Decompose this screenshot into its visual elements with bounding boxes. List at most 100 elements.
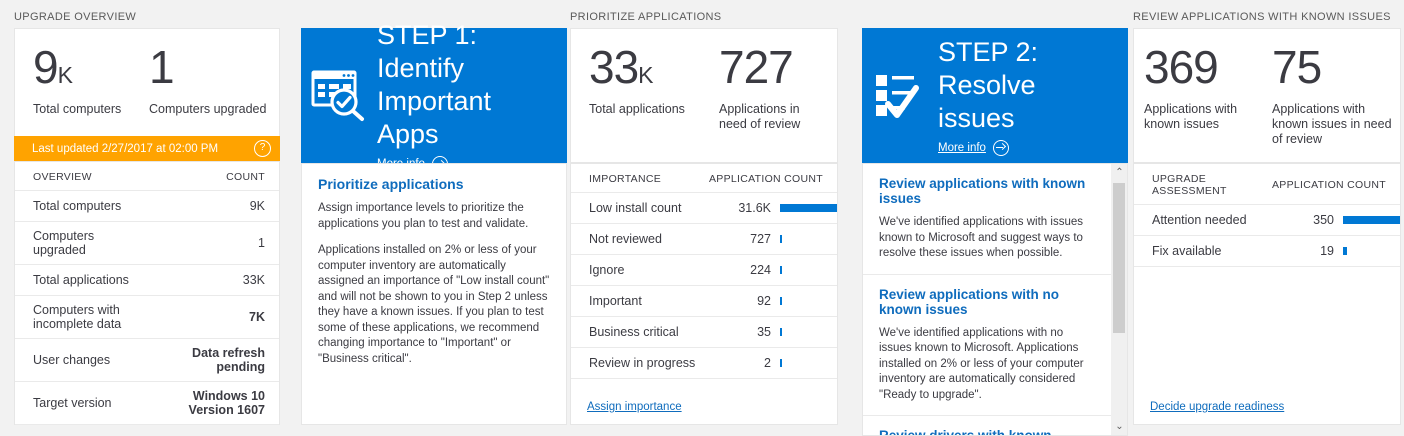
panel-upgrade-overview: UPGRADE OVERVIEW 9K Total computers 1 Co… [14,0,280,436]
row-value: 19 [1320,244,1334,258]
row-value: 31.6K [738,201,771,215]
col-application-count: APPLICATION COUNT [704,164,837,193]
col-count: COUNT [147,162,279,191]
bar [1343,247,1347,255]
row-value-bar: 350 [1267,204,1400,236]
panel-prioritize-applications: PRIORITIZE APPLICATIONS 33K Total applic… [570,0,838,436]
bar [780,328,782,336]
table-row[interactable]: Important 92 [571,285,837,317]
decide-upgrade-readiness-link[interactable]: Decide upgrade readiness [1150,401,1285,413]
overview-table-card: OVERVIEW COUNT Total computers 9K Compute… [14,161,280,425]
overview-table: OVERVIEW COUNT Total computers 9K Compute… [15,162,279,425]
importance-table: IMPORTANCE APPLICATION COUNT Low install… [571,164,837,379]
upgrade-assessment-table: UPGRADE ASSESSMENT APPLICATION COUNT Att… [1134,164,1400,267]
row-value: 7K [147,295,279,339]
row-value: Windows 10 Version 1607 [147,381,279,425]
bar [780,266,782,274]
panel-label-upgrade-overview: UPGRADE OVERVIEW [14,11,137,23]
last-updated-status-bar: Last updated 2/27/2017 at 02:00 PM ? [14,136,280,161]
table-row[interactable]: User changes Data refresh pending [15,338,279,382]
last-updated-text: Last updated 2/27/2017 at 02:00 PM [32,142,219,155]
scrollbar-thumb[interactable] [1113,183,1125,333]
row-label: Low install count [571,192,704,224]
list-item[interactable]: Review applications with no known issues… [863,275,1111,416]
review-kpi-card: 369 Applications with known issues 75 Ap… [1133,28,1401,163]
table-row[interactable]: Attention needed 350 [1134,204,1400,236]
row-value: 1 [147,221,279,265]
col-overview: OVERVIEW [15,162,147,191]
row-value-bar: 31.6K [704,192,837,224]
step2-hero-card[interactable]: STEP 2: Resolve issues More info [862,28,1128,163]
row-label: Total computers [15,190,147,222]
table-row[interactable]: Review in progress 2 [571,347,837,379]
kpi-total-computers: 9K Total computers [33,43,149,117]
step2-more-info-link[interactable]: More info [938,139,1116,156]
step2-scrollbar[interactable]: ⌃ ⌄ [1111,163,1128,436]
table-row[interactable]: Fix available 19 [1134,235,1400,267]
kpi-total-applications-value: 33K [589,41,654,93]
step1-hero-card[interactable]: STEP 1: Identify Important Apps More inf… [301,20,567,172]
bar [780,204,837,212]
kpi-computers-upgraded-value: 1 [149,41,175,93]
section-heading: Review applications with known issues [879,176,1086,206]
table-row[interactable]: Total computers 9K [15,190,279,222]
col-application-count: APPLICATION COUNT [1267,164,1400,205]
kpi-total-applications-caption: Total applications [589,102,685,116]
table-header-row: IMPORTANCE APPLICATION COUNT [571,164,837,193]
row-value: 2 [764,356,771,370]
help-icon[interactable]: ? [254,140,271,157]
section-heading: Review applications with no known issues [879,286,1060,317]
table-row[interactable]: Ignore 224 [571,254,837,286]
row-value: 92 [757,294,771,308]
panel-label-prioritize: PRIORITIZE APPLICATIONS [570,11,722,23]
row-label: Important [571,285,704,317]
assign-importance-link[interactable]: Assign importance [587,401,682,413]
kpi-apps-need-review: 75 Applications with known issues in nee… [1272,43,1394,147]
step2-title: STEP 2: Resolve issues [938,36,1039,133]
table-row[interactable]: Computers with incomplete data 7K [15,295,279,339]
row-label: Computers with incomplete data [15,295,147,339]
kpi-total-computers-caption: Total computers [33,102,122,116]
row-label: Target version [15,381,147,425]
list-item[interactable]: Review applications with known issues We… [863,164,1111,275]
chevron-up-icon[interactable]: ⌃ [1115,167,1124,178]
step1-prose-card: Prioritize applications Assign importanc… [301,163,567,425]
section-heading: Review drivers with known issues [879,428,1052,436]
table-row[interactable]: Total applications 33K [15,264,279,296]
table-header-row: UPGRADE ASSESSMENT APPLICATION COUNT [1134,164,1400,205]
review-table-card: UPGRADE ASSESSMENT APPLICATION COUNT Att… [1133,163,1401,425]
row-label: Total applications [15,264,147,296]
kpi-computers-upgraded-caption: Computers upgraded [149,102,267,116]
list-item[interactable]: Review drivers with known issues We've i… [863,416,1111,436]
row-value: 224 [750,263,771,277]
row-value: 35 [757,325,771,339]
row-label: Business critical [571,316,704,348]
table-row[interactable]: Low install count 31.6K [571,192,837,224]
col-importance: IMPORTANCE [571,164,704,193]
row-label: Computers upgraded [15,221,147,265]
row-value-bar: 2 [704,347,837,379]
overview-kpi-card: 9K Total computers 1 Computers upgraded [14,28,280,136]
prioritize-table-card: IMPORTANCE APPLICATION COUNT Low install… [570,163,838,425]
kpi-computers-upgraded: 1 Computers upgraded [149,43,266,117]
prioritize-kpi-card: 33K Total applications 727 Applications … [570,28,838,163]
bar [780,297,782,305]
table-row[interactable]: Business critical 35 [571,316,837,348]
row-label: Fix available [1134,235,1267,267]
kpi-apps-need-review-value: 727 [719,41,794,93]
chevron-down-icon[interactable]: ⌄ [1115,421,1124,432]
table-row[interactable]: Not reviewed 727 [571,223,837,255]
row-label: Ignore [571,254,704,286]
row-value: 350 [1313,213,1334,227]
prose-paragraph: Applications installed on 2% or less of … [318,244,550,365]
table-row[interactable]: Target version Windows 10 Version 1607 [15,381,279,425]
table-row[interactable]: Computers upgraded 1 [15,221,279,265]
arrow-right-circle-icon [992,139,1009,156]
kpi-total-applications: 33K Total applications [589,43,719,132]
row-value-bar: 35 [704,316,837,348]
row-label: Review in progress [571,347,704,379]
row-value-bar: 92 [704,285,837,317]
bar [780,359,782,367]
kpi-apps-need-review-caption: Applications in need of review [719,102,801,131]
col-upgrade-assessment: UPGRADE ASSESSMENT [1134,164,1267,205]
